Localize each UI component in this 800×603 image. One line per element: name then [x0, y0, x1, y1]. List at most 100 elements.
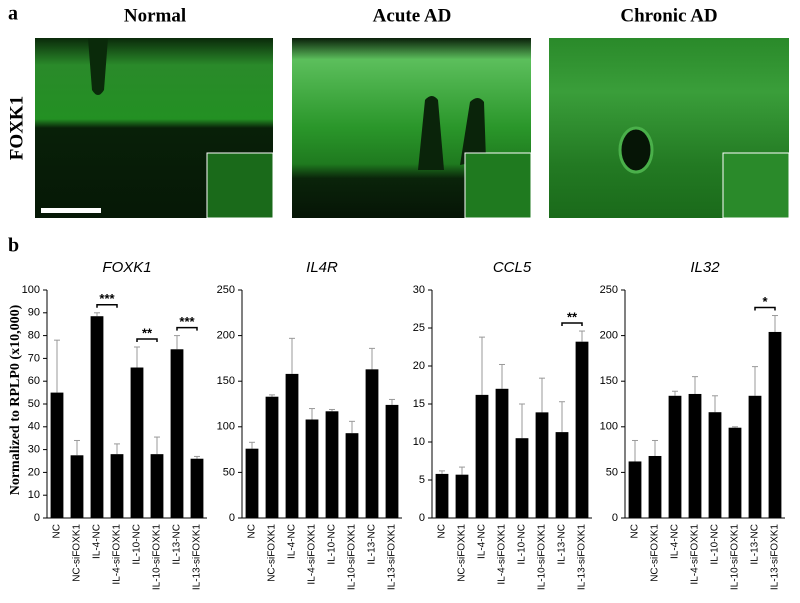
bar [265, 396, 279, 518]
bar [555, 432, 569, 518]
x-tick-label: NC-siFOXK1 [267, 524, 278, 582]
y-tick-label: 40 [28, 421, 40, 433]
bar [495, 388, 509, 518]
panel-label: b [8, 235, 19, 257]
y-tick-label: 80 [28, 330, 40, 342]
bar [475, 394, 489, 518]
significance-label: ** [567, 309, 578, 324]
y-tick-label: 70 [28, 352, 40, 364]
y-tick-label: 25 [413, 322, 425, 334]
y-tick-label: 50 [606, 466, 618, 478]
x-tick-label: IL-10-NC [517, 524, 528, 565]
x-tick-label: IL-10-siFOXK1 [152, 524, 163, 591]
y-tick-label: 50 [223, 466, 235, 478]
y-tick-label: 250 [600, 284, 618, 296]
bar [50, 392, 64, 518]
chart-title: CCL5 [493, 259, 532, 276]
bar [150, 454, 164, 518]
micrograph [292, 38, 532, 219]
chart-title: IL32 [690, 259, 720, 276]
bar [245, 448, 259, 518]
y-tick-label: 30 [413, 284, 425, 296]
x-tick-label: IL-13-siFOXK1 [577, 524, 588, 591]
x-tick-label: IL-4-NC [477, 524, 488, 559]
y-axis-label: Normalized to RPLP0 (x10,000) [8, 304, 23, 495]
bar [575, 341, 589, 518]
x-tick-label: NC [247, 524, 258, 538]
significance-bracket [136, 338, 158, 342]
bar [305, 419, 319, 518]
y-tick-label: 20 [28, 466, 40, 478]
x-tick-label: IL-4-NC [287, 524, 298, 559]
x-tick-label: IL-4-siFOXK1 [307, 524, 318, 585]
y-tick-label: 60 [28, 375, 40, 387]
bar [455, 474, 469, 518]
y-tick-label: 10 [28, 489, 40, 501]
y-tick-label: 20 [413, 360, 425, 372]
bar [708, 412, 722, 518]
bar [345, 433, 359, 518]
x-tick-label: IL-13-siFOXK1 [770, 524, 781, 591]
bar [435, 473, 449, 518]
y-tick-label: 50 [28, 398, 40, 410]
y-tick-label: 90 [28, 307, 40, 319]
y-tick-label: 0 [612, 512, 618, 524]
bar [170, 349, 184, 518]
significance-bracket [754, 306, 776, 311]
image-title: Chronic AD [620, 5, 717, 26]
bar [688, 393, 702, 518]
image-title: Normal [124, 5, 186, 26]
bar [130, 367, 144, 518]
significance-bracket [96, 304, 118, 308]
y-tick-label: 200 [600, 330, 618, 342]
significance-label: * [762, 294, 768, 309]
x-tick-label: NC [437, 524, 448, 538]
bar [668, 395, 682, 518]
bar [365, 369, 379, 518]
image-title: Acute AD [373, 5, 452, 26]
y-tick-label: 10 [413, 436, 425, 448]
bar [110, 454, 124, 518]
y-tick-label: 30 [28, 444, 40, 456]
significance-label: *** [179, 314, 195, 329]
x-tick-label: NC-siFOXK1 [72, 524, 83, 582]
bar [768, 331, 782, 518]
bar [285, 373, 299, 518]
x-tick-label: NC-siFOXK1 [650, 524, 661, 582]
x-tick-label: IL-4-siFOXK1 [112, 524, 123, 585]
y-tick-label: 5 [419, 474, 425, 486]
x-tick-label: IL-4-siFOXK1 [497, 524, 508, 585]
x-tick-label: IL-4-siFOXK1 [690, 524, 701, 585]
bar [385, 404, 399, 518]
chart-title: FOXK1 [102, 259, 151, 276]
x-tick-label: IL-10-NC [710, 524, 721, 565]
panel-label: a [8, 3, 18, 25]
x-tick-label: IL-10-siFOXK1 [537, 524, 548, 591]
x-tick-label: NC-siFOXK1 [457, 524, 468, 582]
chart-title: IL4R [306, 259, 338, 276]
x-tick-label: IL-10-NC [132, 524, 143, 565]
y-tick-label: 150 [600, 375, 618, 387]
x-tick-label: IL-13-NC [172, 524, 183, 565]
bar [325, 411, 339, 518]
bar [190, 458, 204, 518]
x-tick-label: IL-13-NC [367, 524, 378, 565]
significance-label: ** [142, 325, 153, 340]
x-tick-label: IL-13-NC [750, 524, 761, 565]
y-tick-label: 100 [217, 421, 235, 433]
y-tick-label: 100 [600, 421, 618, 433]
significance-bracket [561, 322, 583, 327]
bar [648, 455, 662, 518]
x-tick-label: NC [630, 524, 641, 538]
y-tick-label: 200 [217, 330, 235, 342]
y-tick-label: 250 [217, 284, 235, 296]
bar [90, 316, 104, 518]
bar [628, 461, 642, 518]
bar [748, 395, 762, 518]
y-tick-label: 0 [419, 512, 425, 524]
y-tick-label: 100 [22, 284, 40, 296]
bar [728, 427, 742, 518]
bar [535, 412, 549, 518]
